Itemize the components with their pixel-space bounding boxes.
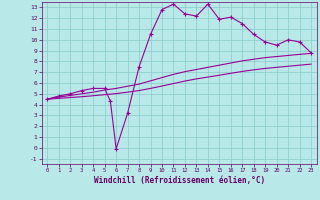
X-axis label: Windchill (Refroidissement éolien,°C): Windchill (Refroidissement éolien,°C) — [94, 176, 265, 185]
